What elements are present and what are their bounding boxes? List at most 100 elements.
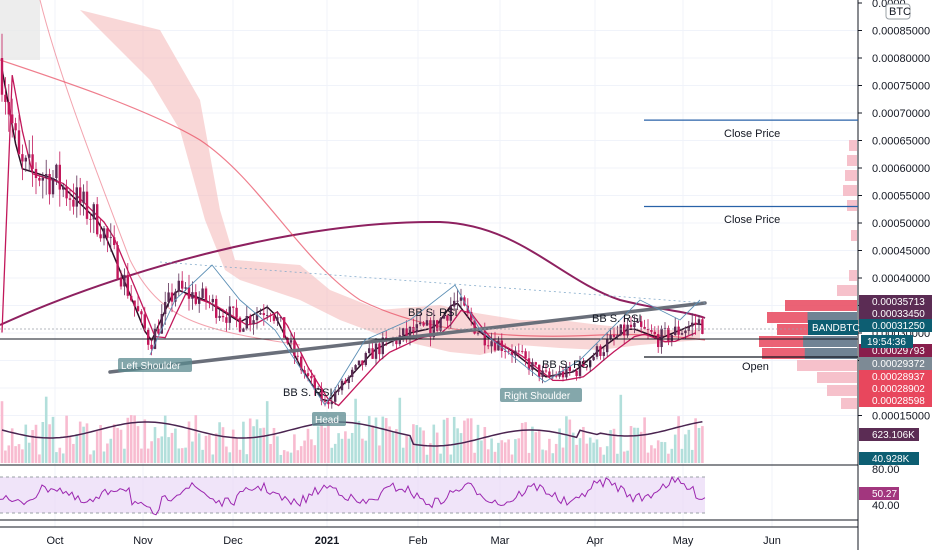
candle-body xyxy=(160,313,163,334)
candle-body xyxy=(21,154,24,162)
volume-bar xyxy=(347,438,351,463)
price-badge xyxy=(859,295,932,308)
volume-bar xyxy=(160,436,164,463)
x-tick-label: Oct xyxy=(46,535,63,547)
candle-body xyxy=(68,198,72,200)
candle-body xyxy=(238,317,242,332)
volume-bar xyxy=(310,439,313,463)
volume-bar xyxy=(514,439,517,463)
volume-bar xyxy=(293,434,296,463)
candle-body xyxy=(289,340,293,343)
volume-bar xyxy=(667,453,670,463)
rsi-band xyxy=(0,477,705,513)
volume-bar xyxy=(58,447,62,463)
volume-bar xyxy=(133,415,136,463)
volume-bar xyxy=(51,416,55,463)
profile-bar xyxy=(827,385,857,396)
x-tick-label: Nov xyxy=(133,535,153,547)
volume-bar xyxy=(4,450,7,463)
candle-body xyxy=(619,324,622,336)
candle-body xyxy=(531,362,534,370)
y-tick-label: 0.00080000 xyxy=(872,53,930,65)
candle-body xyxy=(629,324,633,328)
candle-body xyxy=(493,341,497,351)
volume-bar xyxy=(95,430,99,463)
volume-bar xyxy=(99,425,102,463)
volume-bar xyxy=(109,438,113,463)
candle-body xyxy=(133,300,136,307)
profile-bar xyxy=(849,270,857,281)
volume-bar xyxy=(459,433,463,463)
volume-bar xyxy=(656,440,660,463)
candle-body xyxy=(62,186,65,190)
candle-body xyxy=(551,375,554,376)
candle-body xyxy=(592,356,595,361)
candle-body xyxy=(680,333,684,335)
volume-bar xyxy=(296,450,300,463)
volume-badge-text: 623.106K xyxy=(872,430,915,441)
volume-bar xyxy=(265,401,269,463)
candle-body xyxy=(364,353,367,366)
candle-body xyxy=(555,375,558,377)
volume-bar xyxy=(629,426,633,463)
volume-bar xyxy=(408,437,412,463)
volume-bar xyxy=(401,447,405,463)
candle-body xyxy=(670,334,673,341)
volume-bar xyxy=(622,451,626,463)
candle-body xyxy=(497,340,500,351)
volume-bar xyxy=(612,428,616,463)
candle-body xyxy=(306,373,310,376)
countdown-label: 19:54:36 xyxy=(867,337,906,348)
profile-bar xyxy=(797,360,857,371)
volume-bar xyxy=(558,428,561,463)
volume-bar xyxy=(636,427,640,463)
volume-bar xyxy=(605,446,609,463)
volume-bar xyxy=(677,416,680,463)
candle-body xyxy=(119,278,123,287)
candle-body xyxy=(510,351,514,356)
volume-bar xyxy=(510,454,514,463)
candle-body xyxy=(636,321,639,323)
candle-body xyxy=(167,292,170,302)
volume-bar xyxy=(643,417,646,463)
x-tick-label: Feb xyxy=(409,535,428,547)
volume-bar xyxy=(89,454,92,463)
candle-body xyxy=(34,168,38,179)
close-price-label-1: Close Price xyxy=(724,128,780,140)
volume-bar xyxy=(486,449,490,463)
candle-body xyxy=(405,328,408,337)
candle-body xyxy=(691,322,694,327)
volume-bar xyxy=(140,448,143,463)
candle-body xyxy=(218,315,221,318)
volume-bar xyxy=(565,416,568,463)
volume-bar xyxy=(673,434,677,463)
volume-ma-line xyxy=(1,420,703,447)
candle-body xyxy=(507,351,510,353)
volume-bar xyxy=(276,436,279,463)
candle-body xyxy=(7,101,10,115)
volume-bar xyxy=(633,427,636,463)
candle-body xyxy=(595,346,599,357)
candle-body xyxy=(368,348,371,354)
candle-body xyxy=(374,343,378,359)
volume-bar xyxy=(588,437,592,463)
candle-body xyxy=(487,345,490,347)
price-axis: 0.000150000.000250000.000300000.00035000… xyxy=(858,0,932,512)
rsi-pane xyxy=(0,475,706,516)
y-tick-label: 0.00040000 xyxy=(872,273,930,285)
volume-bar xyxy=(449,454,453,463)
volume-bar xyxy=(299,446,303,463)
candle-body xyxy=(402,328,405,336)
candle-body xyxy=(296,355,299,357)
volume-bar xyxy=(323,427,327,463)
candle-body xyxy=(4,94,7,102)
candle-body xyxy=(174,291,177,302)
volume-bar xyxy=(136,426,140,463)
price-badge xyxy=(859,307,932,320)
candle-body xyxy=(204,288,208,302)
volume-bar xyxy=(531,426,534,463)
volume-bar xyxy=(289,452,293,463)
candle-body xyxy=(102,228,106,239)
